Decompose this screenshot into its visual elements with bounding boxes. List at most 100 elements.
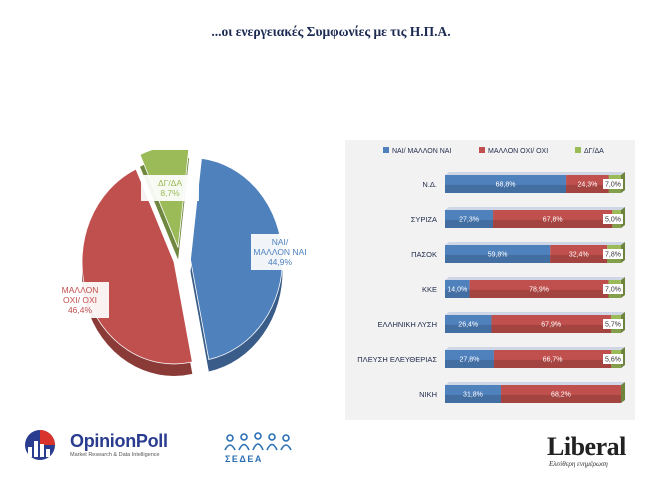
stacked-bar-chart: ΝΑΙ/ ΜΑΛΛΟΝ ΝΑΙ ΜΑΛΛΟΝ ΟΧΙ/ ΟΧΙ ΔΓ/ΔΑ Ν.Δ. 6… xyxy=(357,147,625,403)
legend-swatch xyxy=(383,147,389,153)
legend-label: ΔΓ/ΔΑ xyxy=(584,148,604,155)
legend-swatch xyxy=(575,147,581,153)
sedea-people-icon xyxy=(224,432,292,451)
value-label-text: 67,8% xyxy=(543,217,563,224)
bar-segment-shade xyxy=(493,359,612,368)
pie-value-label: 8,7% xyxy=(160,188,180,198)
legend-label: ΝΑΙ/ ΜΑΛΛΟΝ ΝΑΙ xyxy=(392,148,451,155)
value-label: 27,3% xyxy=(459,217,479,224)
bar-top-face xyxy=(445,277,625,280)
legend-item-3: ΔΓ/ΔΑ xyxy=(575,147,604,155)
bar-row: ΚΚΕ 14,0% 78,9% 7,0% xyxy=(422,277,625,298)
bar-segment-shade xyxy=(445,289,470,298)
opinionpoll-logo: OpinionPoll Market Research & Data Intel… xyxy=(22,425,192,465)
bar-segment-shade xyxy=(445,324,492,333)
bar-top-face xyxy=(445,207,625,210)
bar-segment-shade xyxy=(445,359,494,368)
value-label-text: 5,6% xyxy=(605,357,621,364)
value-label: 67,8% xyxy=(543,217,563,224)
value-label-box xyxy=(603,179,623,189)
value-label-box xyxy=(603,284,623,294)
value-label: 68,2% xyxy=(551,392,571,399)
bar-segment-shade xyxy=(445,394,501,403)
bar-top-face xyxy=(445,312,625,315)
sedea-logo: ΣΕΔΕΑ xyxy=(222,432,302,466)
bar-segment-shade xyxy=(566,184,609,193)
bar-row: ΠΑΣΟΚ 59,8% 32,4% 7,8% xyxy=(411,242,625,263)
bar-side-face xyxy=(621,382,625,403)
value-label: 26,4% xyxy=(458,322,478,329)
bar-segment-shade xyxy=(469,289,609,298)
value-label-text: 24,3% xyxy=(578,182,598,189)
bar-segment-shade xyxy=(550,254,608,263)
bar-segment-shade xyxy=(493,219,613,228)
category-label: ΠΑΣΟΚ xyxy=(411,250,437,259)
value-label-text: 26,4% xyxy=(458,322,478,329)
pie-category-label: ΟΧΙ/ ΟΧΙ xyxy=(63,295,97,305)
bar-row: ΣΥΡΙΖΑ 27,3% 67,8% 5,0% xyxy=(411,207,625,228)
value-label: 67,9% xyxy=(541,322,561,329)
value-label-text: 7,0% xyxy=(605,287,621,294)
value-label-box xyxy=(603,319,623,329)
value-label: 24,3% xyxy=(578,182,598,189)
value-label-box xyxy=(603,214,623,224)
value-label-box xyxy=(603,249,623,259)
bar-segment-shade xyxy=(500,394,621,403)
pie-value-label: 44,9% xyxy=(268,257,293,267)
bar-segment-shade xyxy=(445,219,494,228)
category-label: Ν.Δ. xyxy=(422,180,437,189)
value-label-text: 7,8% xyxy=(605,252,621,259)
value-label-text: 7,0% xyxy=(605,182,621,189)
bar-segment-shade xyxy=(445,254,551,263)
liberal-tagline: Ελεύθερη ενημέρωση xyxy=(549,460,608,468)
bar-row: ΝΙΚΗ 31,8% 68,2% xyxy=(419,382,625,403)
legend-item-2: ΜΑΛΛΟΝ ΟΧΙ/ ΟΧΙ xyxy=(479,147,548,155)
bar-segment-shade xyxy=(445,184,567,193)
stacked-bar-chart-panel: ΝΑΙ/ ΜΑΛΛΟΝ ΝΑΙ ΜΑΛΛΟΝ ΟΧΙ/ ΟΧΙ ΔΓ/ΔΑ Ν.Δ. 6… xyxy=(345,140,635,420)
value-label: 7,0% xyxy=(603,284,623,294)
value-label: 68,8% xyxy=(496,182,516,189)
bar-top-face xyxy=(445,347,625,350)
value-label: 32,4% xyxy=(569,252,589,259)
bar-row: ΕΛΛΗΝΙΚΗ ΛΥΣΗ 26,4% 67,9% 5,7% xyxy=(377,312,625,333)
opinionpoll-tagline: Market Research & Data Intelligence xyxy=(70,452,160,458)
value-label: 59,8% xyxy=(488,252,508,259)
bar-top-face xyxy=(445,382,625,385)
liberal-logo: Liberal Ελεύθερη ενημέρωση xyxy=(545,432,655,468)
sedea-name: ΣΕΔΕΑ xyxy=(225,454,263,464)
category-label: ΝΙΚΗ xyxy=(419,390,437,399)
pie-category-label: ΜΑΛΛΟΝ ΝΑΙ xyxy=(253,247,306,257)
value-label: 27,8% xyxy=(460,357,480,364)
value-label-text: 32,4% xyxy=(569,252,589,259)
page-title: ...οι ενεργειακές Συμφωνίες με τις Η.Π.Α… xyxy=(211,24,451,39)
pie-label-box xyxy=(251,234,309,270)
value-label-text: 14,0% xyxy=(447,287,467,294)
value-label-text: 68,2% xyxy=(551,392,571,399)
pie-label-box xyxy=(51,282,109,318)
pie-label-3: ΔΓ/ΔΑ8,7% xyxy=(141,175,199,201)
value-label-text: 59,8% xyxy=(488,252,508,259)
value-label: 14,0% xyxy=(447,287,467,294)
bar-row: ΠΛΕΥΣΗ ΕΛΕΥΘΕΡΙΑΣ 27,8% 66,7% 5,6% xyxy=(357,347,625,368)
opinionpoll-emblem-icon xyxy=(25,430,55,460)
bar-row: Ν.Δ. 68,8% 24,3% 7,0% xyxy=(422,172,625,193)
bar-top-face xyxy=(445,172,625,175)
value-label-text: 66,7% xyxy=(543,357,563,364)
legend-label: ΜΑΛΛΟΝ ΟΧΙ/ ΟΧΙ xyxy=(488,148,548,155)
pie-category-label: ΜΑΛΛΟΝ xyxy=(62,285,99,295)
value-label-text: 67,9% xyxy=(541,322,561,329)
value-label-text: 31,8% xyxy=(463,392,483,399)
liberal-name: Liberal xyxy=(547,432,626,461)
value-label-text: 78,9% xyxy=(529,287,549,294)
pie-label-box xyxy=(141,175,199,201)
pie-value-label: 46,4% xyxy=(68,305,93,315)
pie-category-label: ΝΑΙ/ xyxy=(272,237,289,247)
opinionpoll-name: OpinionPoll xyxy=(70,431,168,451)
legend-swatch xyxy=(479,147,485,153)
category-label: ΚΚΕ xyxy=(422,285,437,294)
value-label-text: 5,7% xyxy=(605,322,621,329)
category-label: ΠΛΕΥΣΗ ΕΛΕΥΘΕΡΙΑΣ xyxy=(357,355,437,364)
